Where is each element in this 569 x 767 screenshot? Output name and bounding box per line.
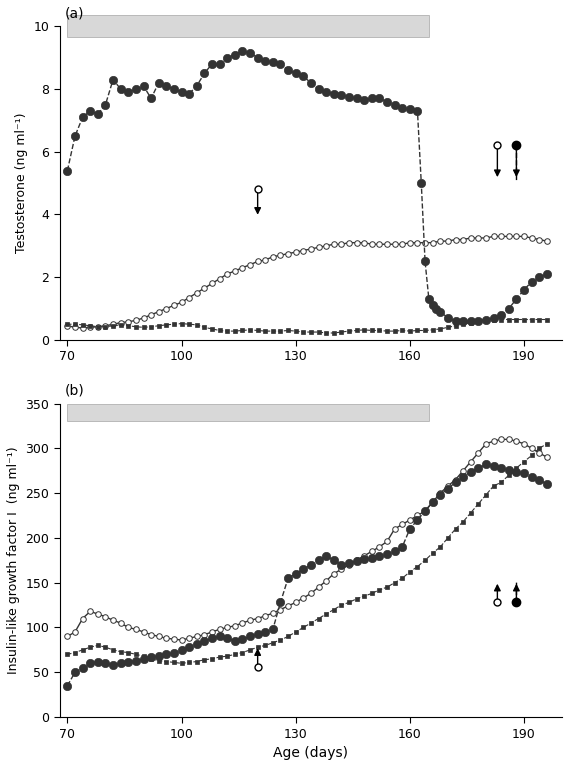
Y-axis label: Testosterone (ng ml⁻¹): Testosterone (ng ml⁻¹) xyxy=(15,113,28,253)
FancyBboxPatch shape xyxy=(67,15,429,38)
Text: (a): (a) xyxy=(65,6,84,20)
Y-axis label: Insulin-like growth factor I  (ng ml⁻¹): Insulin-like growth factor I (ng ml⁻¹) xyxy=(7,446,20,674)
FancyBboxPatch shape xyxy=(67,403,429,421)
Text: (b): (b) xyxy=(65,384,85,397)
X-axis label: Age (days): Age (days) xyxy=(274,746,348,760)
